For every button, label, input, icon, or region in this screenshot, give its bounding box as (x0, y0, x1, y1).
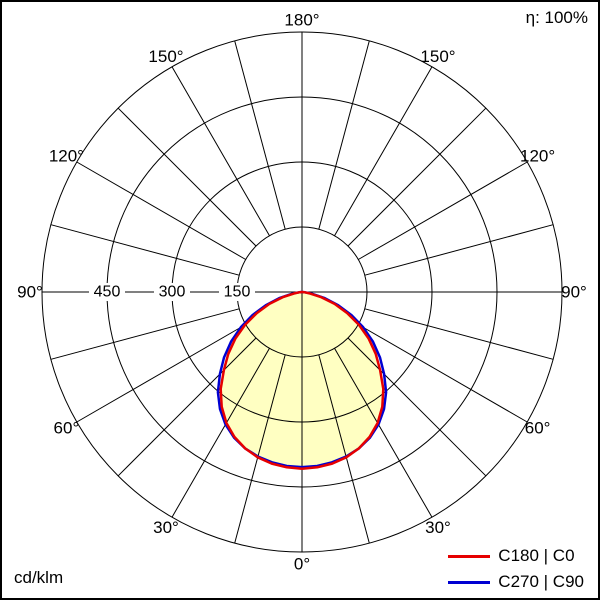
curve-c0-plane (219, 290, 385, 471)
grid-spoke (117, 337, 257, 477)
legend-item-c90-plane: C270 | C90 (448, 572, 584, 592)
grid-spoke (347, 337, 487, 477)
grid-spoke (234, 40, 286, 230)
angle-label: 180° (284, 11, 319, 30)
angle-label: 120° (49, 147, 84, 166)
radial-tick-label: 450 (94, 284, 121, 301)
grid-spoke (364, 308, 554, 360)
grid-spoke (171, 66, 270, 236)
unit-label: cd/klm (14, 568, 64, 587)
legend-item-c0-plane: C180 | C0 (448, 546, 584, 566)
grid-spoke (358, 324, 528, 423)
legend-line-blue (448, 580, 491, 584)
curve-c90-plane (216, 290, 388, 469)
legend-label-c90-plane: C270 | C90 (498, 572, 584, 591)
angle-label: 60° (525, 419, 551, 438)
angle-label: 0° (294, 555, 310, 574)
legend: C180 | C0 C270 | C90 (448, 546, 584, 592)
angle-label: 150° (148, 47, 183, 66)
grid-spoke (358, 161, 528, 260)
grid-spoke (234, 354, 286, 544)
radial-tick-label: 300 (159, 284, 186, 301)
grid-spoke (117, 107, 257, 247)
efficiency-label: η: 100% (525, 8, 588, 27)
radial-tick-label: 150 (224, 284, 251, 301)
angle-label: 90° (561, 283, 587, 302)
grid-spoke (334, 66, 433, 236)
angle-label: 150° (420, 47, 455, 66)
grid-spoke (347, 107, 487, 247)
grid-spoke (171, 348, 270, 518)
grid-spoke (334, 348, 433, 518)
radial-tick-label-bg (154, 283, 190, 301)
legend-line-red (448, 554, 491, 558)
grid-spoke (76, 324, 246, 423)
grid-spoke (364, 224, 554, 276)
grid-spoke (76, 161, 246, 260)
angle-label: 60° (54, 419, 80, 438)
grid-spoke (318, 354, 370, 544)
radial-tick-label-bg (89, 283, 125, 301)
angle-label: 30° (425, 518, 451, 537)
grid-spoke (50, 308, 240, 360)
radial-tick-label-bg (219, 283, 255, 301)
grid-spoke (318, 40, 370, 230)
grid-spoke (50, 224, 240, 276)
legend-label-c0-plane: C180 | C0 (498, 546, 575, 565)
angle-label: 30° (153, 518, 179, 537)
angle-label: 90° (17, 283, 43, 302)
angle-label: 120° (520, 147, 555, 166)
